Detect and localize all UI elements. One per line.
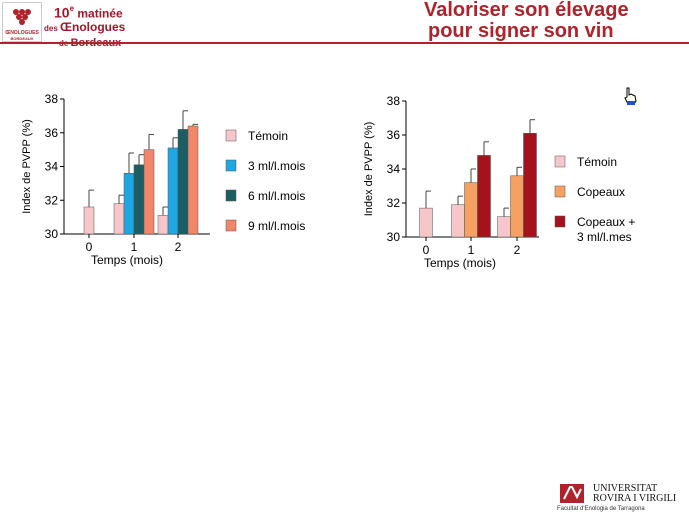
x-tick-label: 2	[175, 240, 182, 254]
y-tick-label: 32	[387, 196, 401, 210]
bar	[187, 125, 199, 235]
x-tick-label: 0	[423, 243, 430, 257]
bar	[451, 204, 465, 238]
y-tick-label: 34	[45, 160, 59, 174]
bar	[523, 133, 537, 238]
title-line-2: pour signer son vin	[428, 20, 614, 42]
y-tick-label: 34	[387, 162, 401, 176]
bar	[133, 164, 145, 235]
oenologues-logo: ŒNOLOGUES BORDEAUX	[2, 2, 42, 42]
urv-emblem-icon	[560, 484, 584, 503]
matinee-number: 10	[54, 4, 70, 21]
legend-label: 3 ml/l.mes	[577, 230, 632, 244]
y-tick-label: 32	[45, 193, 59, 207]
legend-label: 9 ml/l.mois	[248, 219, 305, 233]
chart-pvpp-doses: 30 32 34 36 38 Index de PVPP (%) 0 1 2 Temps (moi…	[21, 92, 305, 267]
y-axis-label: Index de PVPP (%)	[363, 122, 375, 217]
legend-swatch	[225, 189, 237, 202]
y-tick-label: 36	[387, 128, 401, 142]
x-tick-label: 1	[131, 240, 138, 254]
university-logo: UNIVERSITAT ROVIRA I VIRGILI Facultat d'…	[555, 480, 689, 517]
hand-cursor-icon	[624, 87, 637, 105]
chart-pvpp-copeaux: 30 32 34 36 38 Index de PVPP (%) 0 1 2 Temps (moi…	[363, 94, 635, 270]
legend-swatch	[554, 155, 566, 168]
y-tick-label: 30	[45, 227, 59, 241]
logo-caption-1: ŒNOLOGUES	[5, 30, 39, 36]
logo-caption-2: BORDEAUX	[10, 36, 34, 41]
legend-label: Copeaux +	[577, 215, 635, 229]
legend-label: Témoin	[248, 129, 288, 143]
bar	[464, 182, 478, 238]
matinee-sup: e	[69, 4, 75, 13]
bar	[497, 216, 511, 238]
legend-label: 3 ml/l.mois	[248, 159, 305, 173]
bar	[83, 206, 95, 235]
x-axis-label: Temps (mois)	[91, 253, 163, 267]
legend-label: 6 ml/l.mois	[248, 189, 305, 203]
slide-header: ŒNOLOGUES BORDEAUX 10e matinée des Œnolo…	[0, 0, 689, 49]
title-line-1: Valoriser son élevage	[424, 0, 629, 21]
legend-swatch	[225, 159, 237, 172]
uni-line-1: UNIVERSITAT	[593, 483, 658, 494]
bar	[167, 147, 179, 235]
y-tick-label: 36	[45, 126, 59, 140]
bar	[143, 149, 155, 235]
y-axis-label: Index de PVPP (%)	[21, 119, 33, 214]
matinee-word: matinée	[74, 6, 123, 21]
line2-word: Œnologues	[60, 20, 126, 35]
header-divider	[0, 42, 689, 44]
bar	[177, 129, 189, 235]
y-tick-label: 38	[387, 94, 401, 108]
x-tick-label: 2	[514, 243, 521, 257]
slide-title: Valoriser son élevage pour signer son vi…	[424, 0, 629, 42]
legend-label: Témoin	[577, 155, 617, 169]
x-tick-label: 0	[86, 240, 93, 254]
x-tick-label: 1	[468, 243, 475, 257]
bar	[477, 155, 491, 238]
bar	[510, 175, 524, 238]
bar	[157, 215, 169, 235]
legend-swatch	[554, 185, 566, 198]
faculty-name: Facultat d'Enologia de Tarragona	[557, 506, 645, 512]
legend-swatch	[225, 129, 237, 142]
y-tick-label: 38	[45, 92, 59, 106]
y-tick-label: 30	[387, 230, 401, 244]
uni-line-2: ROVIRA I VIRGILI	[593, 493, 677, 504]
line2-prefix: des	[44, 24, 61, 34]
legend-label: Copeaux	[577, 185, 625, 199]
grape-emblem-icon	[13, 9, 31, 25]
bar	[419, 207, 433, 238]
legend-swatch	[554, 215, 566, 228]
bar	[113, 203, 125, 235]
x-axis-label: Temps (mois)	[424, 256, 496, 270]
bar	[123, 173, 135, 235]
legend-swatch	[225, 219, 237, 232]
